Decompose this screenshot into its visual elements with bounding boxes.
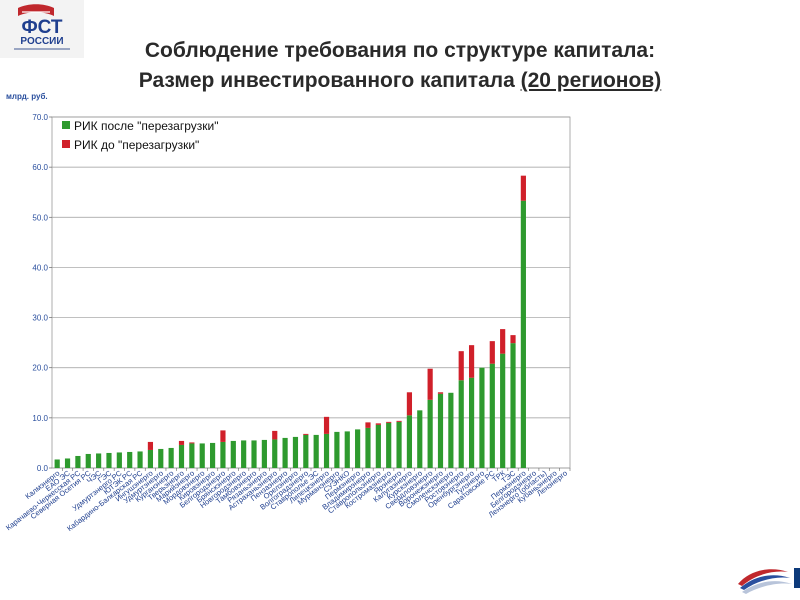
bar-segment-after	[158, 448, 164, 468]
bar-segment-before	[468, 345, 475, 378]
bar-segment-after	[209, 442, 216, 468]
bar-segment-after	[54, 459, 60, 468]
title-line1-text: Соблюдение требования по структуре капит…	[144, 39, 656, 62]
bar-segment-after	[116, 452, 122, 468]
bar-segment-before	[272, 430, 278, 440]
bar-segment-after	[500, 353, 506, 468]
bar-segment-before	[427, 368, 433, 400]
bar-segment-after	[458, 380, 464, 468]
bar-segment-before	[147, 441, 154, 450]
bar-segment-after	[479, 367, 485, 468]
footer-swoosh-decoration	[738, 569, 792, 594]
bar-segment-after	[230, 440, 236, 468]
bar-segment-after	[127, 451, 133, 468]
bar-segment-after	[344, 431, 350, 468]
y-tick-label: 20.0	[32, 364, 48, 373]
bar-segment-after	[75, 455, 81, 468]
page-title-line2: Размер инвестированного капитала (20 рег…	[0, 69, 800, 93]
title-line2-underlined: (20 регионов)	[520, 69, 662, 92]
bar-segment-before	[375, 423, 381, 425]
bar-segment-before	[189, 442, 195, 444]
legend-label: РИК до "перезагрузки"	[74, 138, 199, 152]
bar-segment-after	[437, 393, 444, 468]
bar-segment-after	[220, 441, 226, 468]
bar-segment-before	[437, 392, 444, 394]
bar-segment-after	[510, 343, 516, 468]
stacked-bar-chart: 0.010.020.030.040.050.060.070.0Калмэнерг…	[4, 113, 571, 533]
bar-segment-after	[386, 422, 392, 468]
bar-segment-before	[500, 329, 506, 354]
y-tick-label: 70.0	[32, 113, 48, 122]
bar-segment-after	[303, 434, 309, 468]
page-edge-marker	[794, 568, 800, 588]
bar-segment-after	[323, 433, 330, 468]
y-tick-label: 40.0	[32, 263, 48, 272]
bar-segment-after	[448, 392, 454, 468]
bar-segment-after	[365, 427, 371, 468]
y-tick-label: 0.0	[37, 464, 49, 473]
bar-segment-after	[147, 449, 154, 468]
title-line2-prefix: Размер инвестированного капитала	[138, 69, 521, 92]
bar-segment-after	[64, 458, 71, 468]
bar-segment-after	[417, 410, 423, 468]
bar-segment-after	[282, 437, 288, 468]
bar-segment-after	[178, 444, 185, 468]
bar-segment-after	[251, 440, 257, 468]
bar-segment-before	[220, 430, 226, 442]
bar-segment-before	[396, 420, 402, 422]
legend-swatch	[62, 121, 70, 129]
fst-logo-emblem: ФСТ РОССИИ	[0, 0, 84, 58]
bar-segment-after	[96, 453, 102, 468]
bar-segment-after	[427, 399, 433, 468]
bar-segment-after	[241, 440, 247, 468]
y-tick-label: 60.0	[32, 163, 48, 172]
bar-segment-after	[396, 421, 402, 468]
legend-swatch	[62, 140, 70, 148]
legend-label: РИК после "перезагрузки"	[74, 119, 218, 133]
bar-segment-after	[261, 439, 267, 468]
bar-segment-before	[323, 416, 330, 434]
bar-segment-after	[468, 377, 475, 468]
bar-segment-after	[375, 424, 381, 468]
bar-segment-before	[386, 421, 392, 423]
y-tick-label: 10.0	[32, 414, 48, 423]
bar-segment-after	[137, 451, 143, 468]
bar-segment-after	[520, 200, 526, 468]
bar-segment-before	[489, 341, 495, 364]
bar-segment-after	[106, 452, 112, 468]
bar-segment-before	[178, 440, 185, 445]
bar-segment-after	[313, 434, 319, 468]
y-tick-label: 50.0	[32, 213, 48, 222]
bar-segment-after	[272, 439, 278, 468]
bar-segment-after	[334, 431, 340, 468]
y-tick-label: 30.0	[32, 314, 48, 323]
bar-segment-before	[510, 335, 516, 344]
bar-segment-before	[365, 422, 371, 428]
logo-text-sub: РОССИИ	[20, 36, 63, 47]
bar-segment-before	[520, 175, 526, 201]
bar-segment-after	[199, 443, 205, 468]
logo-text-main: ФСТ	[21, 17, 62, 38]
bar-segment-before	[303, 433, 309, 435]
bar-segment-after	[85, 453, 91, 468]
y-axis-unit-label: млрд. руб.	[6, 92, 48, 101]
bar-segment-after	[406, 415, 413, 468]
fst-russia-logo: ФСТ РОССИИ	[0, 0, 84, 58]
bar-segment-after	[292, 436, 299, 468]
bar-segment-after	[489, 363, 495, 468]
bar-segment-after	[355, 429, 361, 468]
bar-segment-before	[458, 351, 464, 381]
page-title-line1: Соблюдение требования по структуре капит…	[0, 39, 800, 63]
bar-segment-before	[406, 392, 413, 416]
bar-segment-after	[168, 447, 174, 468]
bar-segment-after	[189, 443, 195, 468]
